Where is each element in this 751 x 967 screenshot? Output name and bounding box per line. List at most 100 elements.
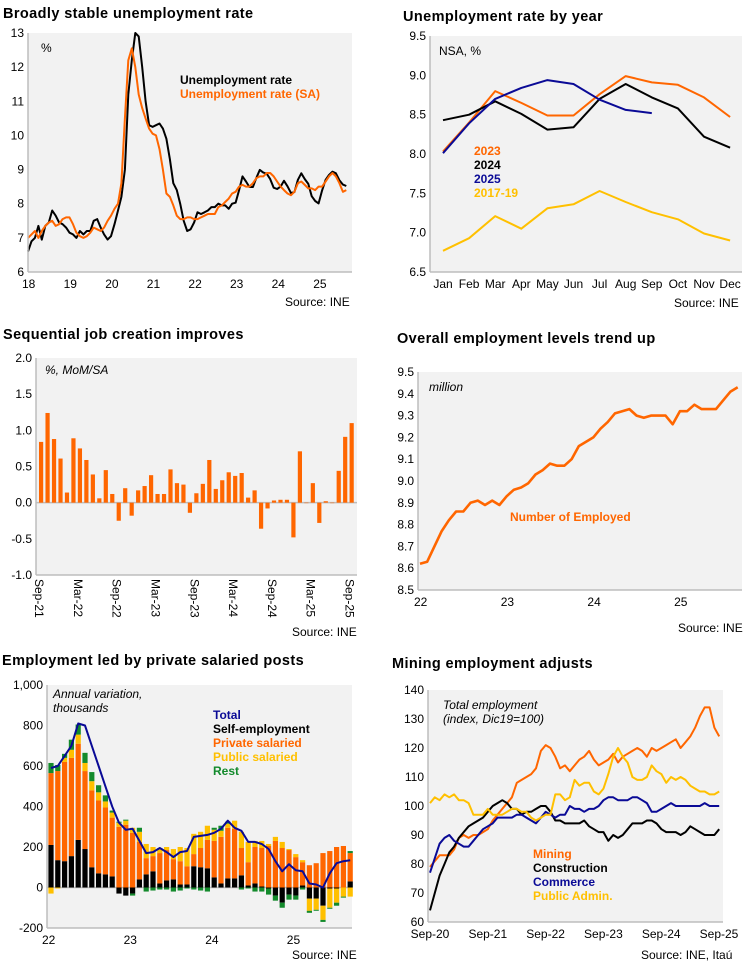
bar — [246, 497, 251, 503]
bar-segment-private-salaried — [170, 859, 176, 880]
bar — [90, 474, 95, 503]
chart6-source: Source: INE, Itaú — [641, 948, 733, 962]
y-tick-label: 9.2 — [397, 430, 414, 444]
bar-segment-private-salaried — [334, 847, 340, 888]
bar — [174, 483, 180, 503]
bar-segment-public-salaried — [123, 820, 129, 825]
y-tick-label: 200 — [23, 840, 43, 854]
y-tick-label: -200 — [19, 921, 43, 935]
bar-segment-rest — [109, 810, 115, 813]
bar-segment-private-salaried — [184, 866, 190, 885]
bar-segment-self-employment — [300, 885, 306, 888]
bar — [110, 493, 115, 503]
bar-segment-self-employment — [218, 883, 224, 888]
bar — [220, 480, 225, 503]
bar — [323, 501, 328, 503]
chart4-legend-employed: Number of Employed — [510, 510, 631, 524]
bar-segment-private-salaried — [211, 840, 217, 878]
bar-segment-rest — [347, 851, 353, 854]
bar — [97, 498, 102, 503]
y-tick-label: 2.0 — [15, 351, 32, 365]
y-tick-label: -1.0 — [11, 568, 32, 582]
bar — [304, 502, 309, 504]
bar-segment-public-salaried — [232, 820, 238, 829]
x-tick-label: 22 — [414, 595, 428, 609]
series-line-unemployment-rate-sa- — [27, 47, 347, 239]
bar-segment-public-salaried — [157, 848, 163, 854]
bar-segment-rest — [211, 827, 217, 830]
bar-segment-self-employment — [198, 867, 204, 888]
y-tick-label: 9 — [17, 163, 24, 177]
x-tick-label: Sep-24 — [265, 579, 279, 618]
y-tick-label: 140 — [404, 683, 424, 697]
bar-segment-private-salaried — [225, 827, 231, 879]
chart2-legend-2017-19: 2017-19 — [474, 186, 519, 200]
x-tick-label: Mar-23 — [148, 579, 162, 617]
bar-segment-rest — [286, 894, 292, 900]
bar-segment-public-salaried — [62, 757, 68, 762]
plot-area — [430, 36, 742, 272]
x-tick-label: Jul — [592, 277, 607, 291]
chart3-unit-note: %, MoM/SA — [45, 363, 109, 377]
y-tick-label: 60 — [411, 915, 425, 929]
y-tick-label: 8 — [17, 197, 24, 211]
bar-segment-self-employment — [252, 883, 258, 888]
bar-segment-rest — [82, 752, 88, 763]
x-tick-label: 22 — [188, 277, 202, 291]
bar-segment-rest — [89, 772, 95, 782]
bar — [181, 484, 186, 503]
bar-segment-private-salaried — [48, 773, 54, 845]
x-tick-label: 24 — [205, 933, 219, 947]
bar-segment-rest — [279, 902, 285, 908]
bar-segment-rest — [300, 887, 306, 890]
chart5-legend-rest: Rest — [213, 764, 240, 778]
bar-segment-rest — [334, 902, 340, 906]
bar — [187, 502, 193, 513]
bar-segment-rest — [259, 887, 265, 892]
x-tick-label: May — [536, 277, 559, 291]
x-tick-label: Aug — [615, 277, 636, 291]
bar — [239, 473, 244, 503]
x-tick-label: Sep-20 — [411, 927, 450, 941]
x-tick-label: Sep-23 — [187, 579, 201, 618]
x-tick-label: Sep-23 — [584, 927, 623, 941]
bar-segment-public-salaried — [211, 829, 217, 841]
bar — [148, 475, 154, 503]
y-tick-label: 70 — [411, 886, 425, 900]
bar-segment-private-salaried — [252, 847, 258, 884]
chart5-legend-total: Total — [213, 708, 241, 722]
plot-area — [418, 372, 742, 590]
x-tick-label: Sep-25 — [343, 579, 357, 618]
bar-segment-private-salaried — [82, 771, 88, 850]
bar-segment-private-salaried — [198, 848, 204, 868]
bar-segment-self-employment — [232, 878, 238, 888]
bar — [336, 470, 341, 503]
y-tick-label: 7.0 — [409, 226, 426, 240]
x-tick-label: Mar-24 — [226, 579, 240, 617]
y-tick-label: 8.0 — [409, 147, 426, 161]
bar-segment-rest — [252, 887, 258, 892]
bar-segment-self-employment — [279, 887, 285, 903]
bar — [58, 458, 63, 503]
bar-segment-public-salaried — [286, 849, 292, 851]
bar-segment-rest — [143, 887, 149, 892]
plot-area — [36, 358, 357, 575]
bar — [258, 502, 264, 529]
bar-segment-private-salaried — [204, 839, 210, 869]
bar-segment-public-salaried — [170, 849, 176, 860]
bar — [213, 488, 218, 503]
x-tick-label: Sep-22 — [110, 579, 124, 618]
bar-segment-public-salaried — [218, 830, 224, 837]
y-tick-label: 8.5 — [409, 108, 426, 122]
y-tick-label: 11 — [12, 94, 25, 108]
bar-segment-private-salaried — [136, 841, 142, 880]
bar-segment-rest — [272, 895, 278, 901]
y-tick-label: 130 — [404, 712, 424, 726]
bar — [317, 502, 322, 523]
x-tick-label: 23 — [124, 933, 138, 947]
bar — [252, 490, 257, 503]
bar-segment-public-salaried — [272, 836, 278, 841]
bar-segment-public-salaried — [89, 781, 95, 791]
chart6-legend-commerce: Commerce — [533, 875, 596, 889]
bar-segment-rest — [123, 819, 129, 821]
